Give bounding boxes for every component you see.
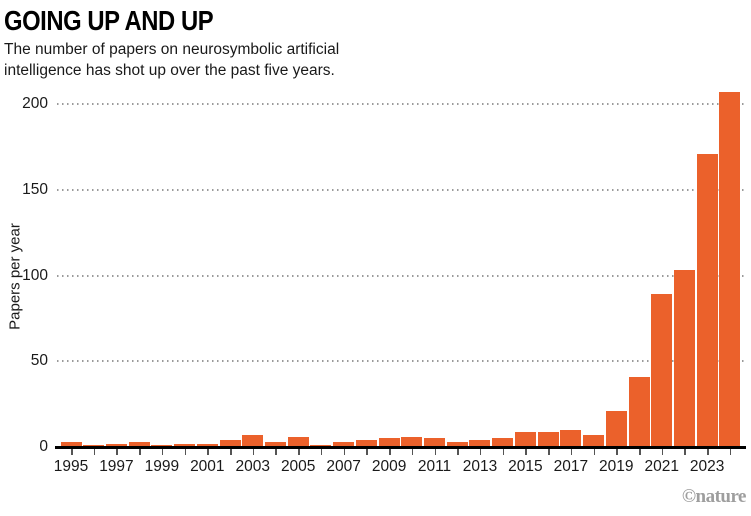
bar-1997 bbox=[105, 443, 127, 447]
y-tick-label-100: 100 bbox=[22, 266, 48, 284]
x-tick-2024 bbox=[729, 449, 732, 455]
gridline-200 bbox=[57, 103, 746, 105]
x-tick-label-2021: 2021 bbox=[644, 458, 679, 475]
x-tick-label-2011: 2011 bbox=[417, 458, 452, 475]
bar-2000 bbox=[174, 443, 196, 447]
bar-2021 bbox=[651, 294, 673, 447]
bar-2024 bbox=[719, 91, 741, 447]
x-tick-2003 bbox=[252, 449, 255, 455]
bar-1995 bbox=[60, 441, 82, 447]
x-axis-line bbox=[55, 446, 746, 449]
x-tick-2007 bbox=[343, 449, 346, 455]
bar-2012 bbox=[446, 441, 468, 447]
bar-2013 bbox=[469, 440, 491, 447]
x-tick-2002 bbox=[230, 449, 232, 455]
x-tick-2000 bbox=[184, 449, 187, 455]
y-tick-label-0: 0 bbox=[39, 438, 48, 455]
x-tick-2022 bbox=[684, 449, 686, 455]
x-tick-2004 bbox=[275, 449, 277, 455]
bar-2017 bbox=[560, 429, 582, 447]
x-tick-2013 bbox=[479, 449, 482, 455]
bar-2009 bbox=[378, 438, 400, 447]
x-tick-label-2019: 2019 bbox=[599, 458, 634, 475]
bar-2003 bbox=[242, 434, 264, 447]
x-tick-label-2017: 2017 bbox=[553, 458, 589, 475]
x-tick-2023 bbox=[707, 449, 709, 455]
bar-2018 bbox=[583, 434, 605, 447]
x-tick-2005 bbox=[298, 449, 300, 455]
bar-2023 bbox=[696, 153, 718, 447]
bar-2002 bbox=[219, 440, 241, 447]
bar-2014 bbox=[492, 438, 514, 447]
bar-2004 bbox=[264, 441, 286, 447]
y-tick-label-50: 50 bbox=[30, 352, 48, 370]
bar-2020 bbox=[628, 376, 650, 447]
x-tick-1999 bbox=[161, 449, 164, 455]
x-tick-2018 bbox=[593, 449, 596, 455]
bar-2010 bbox=[401, 436, 423, 447]
y-tick-label-150: 150 bbox=[22, 180, 48, 198]
x-tick-2006 bbox=[320, 449, 323, 455]
x-tick-2017 bbox=[570, 449, 573, 455]
y-axis-title: Papers per year bbox=[6, 223, 24, 330]
gridline-150 bbox=[57, 188, 746, 191]
x-tick-label-2023: 2023 bbox=[689, 458, 725, 475]
x-tick-2020 bbox=[639, 449, 641, 455]
bar-2001 bbox=[196, 443, 218, 447]
bar-2007 bbox=[333, 441, 355, 447]
x-tick-2019 bbox=[616, 449, 618, 455]
gridline-50 bbox=[57, 360, 746, 363]
x-tick-label-2007: 2007 bbox=[326, 458, 361, 475]
bar-2005 bbox=[287, 436, 309, 447]
x-tick-2008 bbox=[366, 449, 368, 455]
x-tick-label-2001: 2001 bbox=[190, 458, 225, 475]
x-tick-label-2009: 2009 bbox=[371, 458, 407, 475]
bar-2008 bbox=[355, 440, 377, 447]
x-tick-2009 bbox=[389, 449, 391, 455]
x-tick-label-2005: 2005 bbox=[280, 458, 316, 475]
bar-2019 bbox=[605, 410, 627, 447]
bar-1998 bbox=[128, 441, 150, 447]
x-tick-label-1995: 1995 bbox=[53, 458, 89, 475]
x-tick-1998 bbox=[139, 449, 141, 455]
bar-2016 bbox=[537, 431, 559, 447]
x-tick-1996 bbox=[93, 449, 96, 455]
x-tick-2011 bbox=[434, 449, 437, 455]
x-tick-2015 bbox=[525, 449, 527, 455]
bar-2011 bbox=[424, 438, 446, 447]
chart-subtitle: The number of papers on neurosymbolic ar… bbox=[4, 41, 340, 80]
x-tick-2010 bbox=[411, 449, 414, 455]
x-tick-label-2015: 2015 bbox=[508, 458, 543, 475]
nature-logo: ©nature bbox=[681, 486, 747, 507]
chart-title: GOING UP AND UP bbox=[4, 5, 214, 36]
x-tick-label-1999: 1999 bbox=[144, 458, 180, 475]
y-tick-label-200: 200 bbox=[22, 95, 48, 112]
bar-2022 bbox=[673, 270, 695, 447]
x-tick-label-2013: 2013 bbox=[462, 458, 498, 475]
x-tick-1997 bbox=[116, 449, 118, 455]
bar-2015 bbox=[514, 431, 536, 447]
x-tick-1995 bbox=[71, 449, 73, 455]
x-tick-2014 bbox=[502, 449, 505, 455]
x-tick-2016 bbox=[548, 449, 550, 455]
x-tick-label-2003: 2003 bbox=[235, 458, 270, 475]
x-tick-label-1997: 1997 bbox=[99, 458, 134, 475]
x-tick-2021 bbox=[661, 449, 664, 455]
x-tick-2001 bbox=[207, 449, 209, 455]
gridline-100 bbox=[57, 274, 746, 277]
x-tick-2012 bbox=[457, 449, 459, 455]
